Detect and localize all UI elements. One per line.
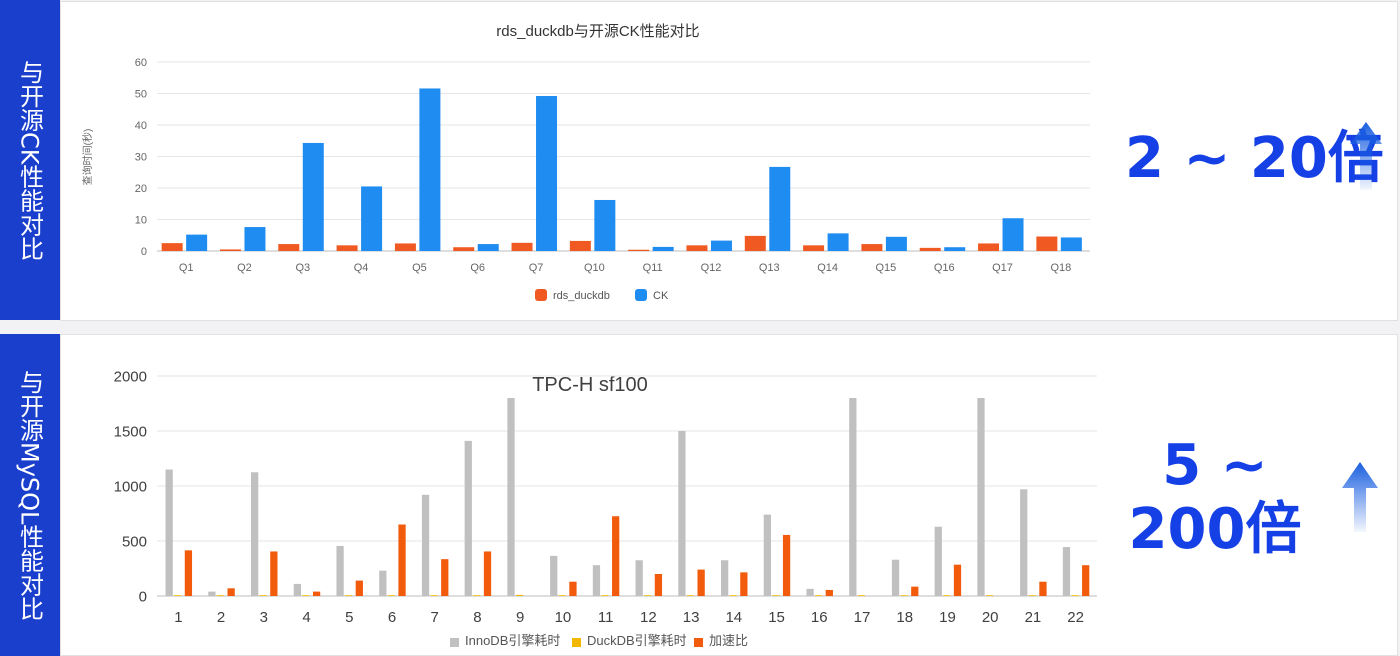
- sidebar-label-mysql: 与开源MySQL性能对比: [0, 334, 60, 656]
- mysql-comparison-panel: [60, 334, 1398, 656]
- speedup-callout-mysql: 5 ~ 200倍: [1128, 433, 1302, 562]
- sidebar-label-mysql-text: 与开源MySQL性能对比: [15, 369, 44, 621]
- up-arrow-icon: [1342, 462, 1378, 532]
- sidebar-label-ck: 与开源CK性能对比: [0, 0, 60, 320]
- speedup-callout-ck: 2 ~ 20倍: [1125, 126, 1384, 191]
- sidebar-label-ck-text: 与开源CK性能对比: [15, 59, 44, 261]
- up-arrow-icon: [1350, 122, 1382, 190]
- ck-comparison-panel: [60, 1, 1398, 321]
